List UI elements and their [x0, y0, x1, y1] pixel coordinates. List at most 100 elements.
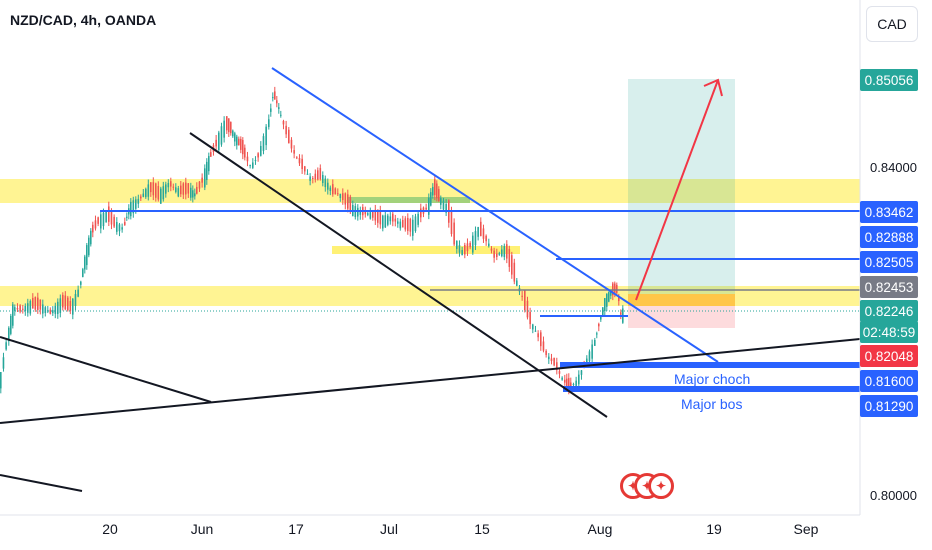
candle-body — [602, 307, 604, 316]
candle-body — [249, 165, 251, 167]
candle-body — [272, 97, 274, 99]
candle-body — [228, 118, 230, 133]
candle-body — [469, 242, 471, 248]
candle-body — [2, 357, 5, 369]
candle-body — [177, 188, 180, 197]
candle-body — [409, 218, 412, 232]
candle-body — [453, 222, 455, 245]
small-zone — [332, 246, 520, 254]
currency-button[interactable]: CAD — [866, 6, 918, 42]
candle-body — [372, 211, 374, 218]
candle-body — [374, 209, 377, 221]
candle-body — [72, 298, 74, 315]
candle-body — [508, 249, 511, 267]
candle-body — [532, 324, 534, 330]
candle-body — [402, 219, 404, 228]
candle-body — [102, 212, 105, 227]
choch-box — [560, 362, 860, 368]
candle-body — [280, 114, 282, 116]
candle-body — [105, 211, 107, 223]
candle-body — [223, 120, 225, 138]
major-choch-label: Major choch — [674, 371, 751, 387]
candle-body — [425, 207, 427, 210]
candle-body — [464, 244, 466, 255]
candle-body — [49, 309, 52, 314]
price-label-81600: 0.81600 — [860, 370, 918, 392]
candle-body — [357, 207, 359, 217]
candle-body — [537, 333, 539, 338]
candle-body — [126, 216, 128, 218]
candle-body — [74, 294, 77, 306]
candle-body — [553, 357, 555, 366]
candle-body — [276, 100, 278, 104]
candle-body — [236, 136, 238, 146]
candle-body — [10, 315, 12, 334]
candle-body — [230, 122, 232, 134]
candle-body — [5, 342, 7, 350]
candle-body — [430, 192, 432, 206]
x-tick-label: Sep — [793, 521, 819, 537]
candle-body — [167, 183, 170, 188]
price-label-current: 0.82246 — [860, 300, 918, 322]
candle-body — [458, 245, 461, 253]
candle-body — [265, 126, 267, 146]
price-label-82888: 0.82888 — [860, 226, 918, 248]
x-tick-label: 19 — [706, 521, 722, 537]
candle-body — [113, 216, 115, 227]
candle-body — [86, 245, 88, 266]
descending-trendline-black — [189, 132, 608, 418]
price-label-83462: 0.83462 — [860, 201, 918, 223]
candle-body — [572, 383, 575, 385]
x-tick-label: Jul — [380, 521, 398, 537]
candle-body — [160, 188, 162, 204]
candle-body — [187, 183, 190, 194]
candle-body — [44, 307, 47, 313]
canada-flag-icon[interactable]: ✦ — [648, 473, 674, 499]
candle-body — [608, 292, 610, 302]
candle-body — [586, 358, 588, 364]
candle-body — [170, 181, 172, 187]
candle-body — [118, 224, 121, 232]
candle-body — [511, 255, 513, 275]
candle-body — [417, 213, 419, 225]
candle-body — [155, 183, 157, 198]
candle-body — [412, 219, 414, 236]
price-label-82048: 0.82048 — [860, 345, 918, 367]
candle-body — [34, 297, 37, 310]
candle-body — [394, 218, 397, 222]
candle-body — [329, 187, 332, 192]
candle-body — [47, 310, 49, 312]
candle-body — [62, 294, 64, 308]
candle-body — [347, 194, 349, 209]
candle-body — [332, 184, 334, 195]
major-bos-label: Major bos — [681, 396, 743, 412]
candle-body — [218, 132, 220, 151]
candle-body — [614, 283, 616, 295]
candle-body — [392, 213, 394, 222]
candle-body — [110, 211, 113, 225]
price-label-82505: 0.82505 — [860, 251, 918, 273]
bos-box — [563, 386, 860, 392]
candle-body — [132, 200, 135, 214]
trend-lines — [0, 67, 861, 492]
candle-body — [42, 304, 44, 314]
candle-body — [142, 193, 145, 197]
old-trendline-2 — [0, 474, 83, 492]
candle-body — [270, 108, 272, 112]
price-label-81290: 0.81290 — [860, 395, 918, 417]
green-zone — [347, 197, 470, 203]
candle-body — [438, 189, 440, 201]
candle-body — [290, 139, 293, 149]
candle-body — [194, 193, 196, 197]
candle-body — [456, 240, 458, 249]
candle-body — [301, 158, 303, 170]
candle-body — [534, 330, 537, 332]
candle-body — [327, 182, 329, 190]
candle-body — [226, 116, 228, 131]
candle-body — [322, 174, 324, 183]
candle-body — [542, 341, 545, 351]
candle-body — [324, 178, 327, 188]
candle-body — [52, 310, 54, 314]
candle-body — [14, 307, 16, 311]
